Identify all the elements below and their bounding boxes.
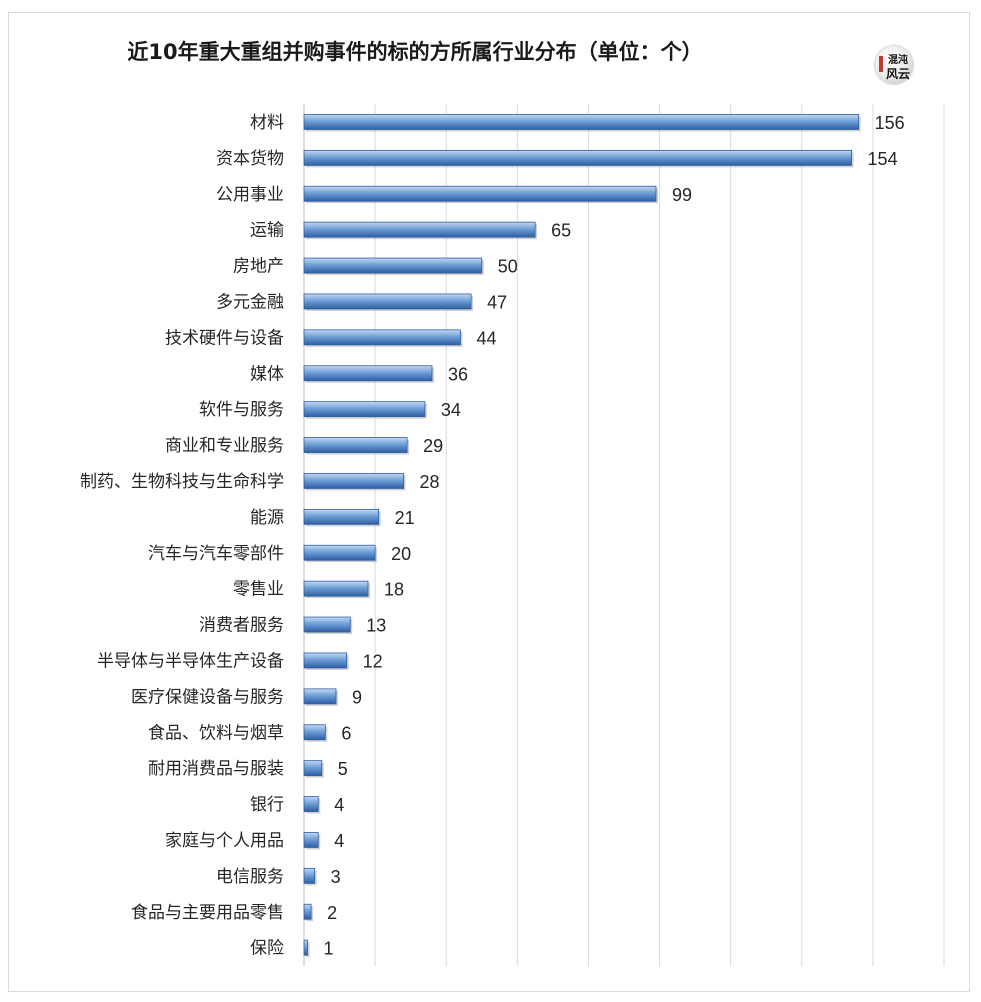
category-label: 零售业 <box>233 580 284 600</box>
value-label: 34 <box>441 400 461 420</box>
bar <box>303 508 380 525</box>
value-label: 36 <box>448 364 468 384</box>
value-label: 21 <box>395 508 415 528</box>
bar <box>303 185 657 202</box>
category-label: 能源 <box>250 508 284 528</box>
bar <box>303 688 337 705</box>
bar <box>303 114 860 130</box>
bar <box>303 652 348 669</box>
category-label: 家庭与个人用品 <box>165 831 284 851</box>
bar <box>303 724 326 741</box>
logo-stamp <box>879 56 883 72</box>
category-label: 资本货物 <box>216 149 284 169</box>
category-label: 技术硬件与设备 <box>165 328 284 348</box>
category-label: 消费者服务 <box>199 616 284 636</box>
bar <box>303 149 852 166</box>
chart-title: 近10年重大重组并购事件的标的方所属行业分布（单位：个） <box>127 40 703 64</box>
category-label: 半导体与半导体生产设备 <box>97 651 284 671</box>
category-label: 制药、生物科技与生命科学 <box>80 472 284 492</box>
value-label: 29 <box>423 436 443 456</box>
bar <box>303 867 316 884</box>
chart-frame <box>8 12 970 992</box>
value-label: 28 <box>420 472 440 492</box>
bar <box>303 257 483 274</box>
value-label: 50 <box>498 257 518 277</box>
bar <box>303 939 308 956</box>
value-label: 18 <box>384 580 404 600</box>
category-labels: 材料资本货物公用事业运输房地产多元金融技术硬件与设备媒体软件与服务商业和专业服务… <box>80 113 284 959</box>
bar <box>303 544 376 561</box>
category-label: 材料 <box>250 113 284 133</box>
value-label: 5 <box>338 759 348 779</box>
bar <box>303 437 408 453</box>
category-label: 商业和专业服务 <box>165 436 284 456</box>
bar <box>303 832 319 848</box>
bars <box>303 114 861 958</box>
bar <box>303 473 404 489</box>
gridlines <box>303 104 945 966</box>
value-label: 4 <box>334 831 344 851</box>
bar <box>303 796 319 812</box>
category-label: 医疗保健设备与服务 <box>131 687 284 707</box>
category-label: 保险 <box>250 939 284 959</box>
bar <box>303 580 369 597</box>
category-label: 运输 <box>250 221 284 241</box>
value-label: 20 <box>391 544 411 564</box>
bar <box>303 293 472 310</box>
category-label: 银行 <box>250 795 284 815</box>
value-label: 9 <box>352 687 362 707</box>
category-label: 食品、饮料与烟草 <box>148 723 284 743</box>
bar <box>303 760 323 777</box>
value-label: 6 <box>341 723 351 743</box>
value-label: 154 <box>868 149 898 169</box>
bar <box>303 903 312 920</box>
value-label: 2 <box>327 903 337 923</box>
category-label: 多元金融 <box>216 292 284 312</box>
value-label: 44 <box>476 328 496 348</box>
bar <box>303 365 433 382</box>
category-label: 耐用消费品与服装 <box>148 759 284 779</box>
value-label: 156 <box>875 113 905 133</box>
value-label: 99 <box>672 185 692 205</box>
bar <box>303 616 351 633</box>
category-label: 房地产 <box>233 257 284 277</box>
category-label: 软件与服务 <box>199 400 284 420</box>
logo-badge: 混沌 风云 <box>875 46 913 84</box>
bar <box>303 401 426 418</box>
value-label: 13 <box>366 616 386 636</box>
category-label: 公用事业 <box>216 185 284 205</box>
category-label: 电信服务 <box>216 867 284 887</box>
bar <box>303 329 461 346</box>
value-label: 12 <box>363 651 383 671</box>
logo-text-line-2: 风云 <box>886 67 911 81</box>
value-labels: 1561549965504744363429282120181312965443… <box>324 113 905 959</box>
category-label: 汽车与汽车零部件 <box>148 544 284 564</box>
bar <box>303 221 536 238</box>
category-label: 媒体 <box>250 364 284 384</box>
value-label: 65 <box>551 221 571 241</box>
value-label: 3 <box>331 867 341 887</box>
value-label: 47 <box>487 292 507 312</box>
logo-text-line-1: 混沌 <box>888 55 908 66</box>
category-label: 食品与主要用品零售 <box>131 903 284 923</box>
value-label: 1 <box>324 939 334 959</box>
value-label: 4 <box>334 795 344 815</box>
